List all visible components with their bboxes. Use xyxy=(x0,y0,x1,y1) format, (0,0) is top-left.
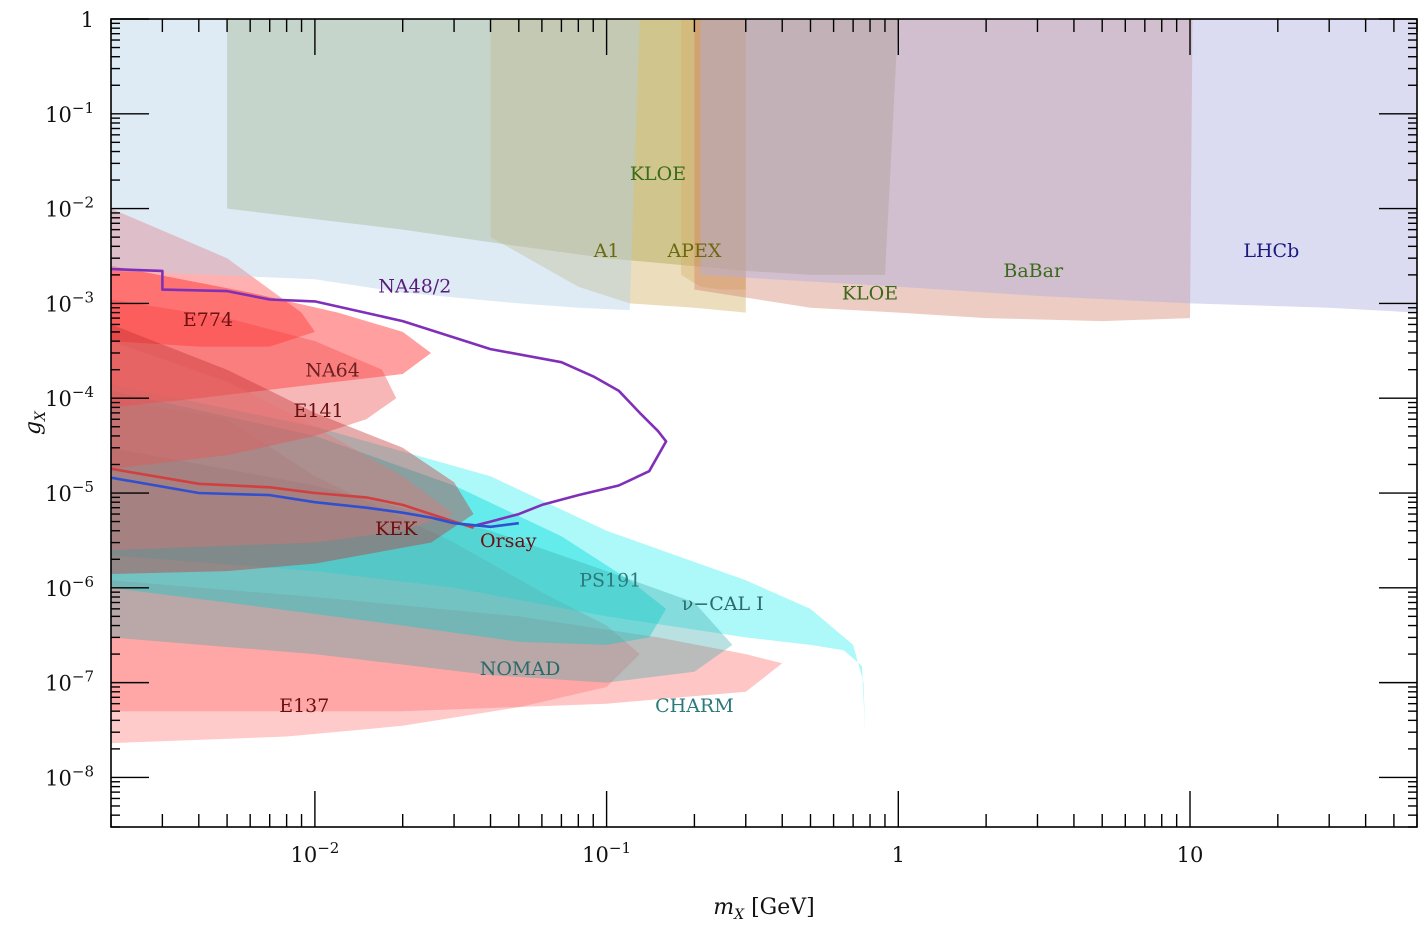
label-orsay: Orsay xyxy=(480,530,537,552)
region-na48-2 xyxy=(111,19,640,311)
region-babar xyxy=(694,19,1193,322)
label-lhcb: LHCb xyxy=(1243,240,1299,262)
label-na48-2: NA48/2 xyxy=(378,276,451,298)
region-labels: KLOE A1 APEX LHCb BaBar KLOE NA48/2 E774 NA64 E14… xyxy=(183,163,1299,717)
y-tick-label: 10−1 xyxy=(45,99,94,127)
region-e137 xyxy=(111,398,640,744)
label-charm: CHARM xyxy=(655,695,734,717)
y-tick-label: 10−4 xyxy=(45,383,94,411)
region-na64 xyxy=(111,265,431,408)
red-contour xyxy=(111,467,474,530)
label-e141: E141 xyxy=(294,400,344,422)
y-tick-label: 10−3 xyxy=(45,288,94,316)
x-tick-label: 10 xyxy=(1177,843,1204,867)
label-kloe: KLOE xyxy=(842,283,898,305)
purple-contour xyxy=(111,267,668,528)
contour-curves xyxy=(111,267,668,530)
label-e137: E137 xyxy=(279,695,329,717)
axis-ticks xyxy=(110,18,1418,828)
region-lhcb xyxy=(700,19,1417,313)
label-kloe: KLOE xyxy=(630,163,686,185)
label-na64: NA64 xyxy=(305,359,360,381)
y-tick-label: 10−8 xyxy=(45,762,94,790)
region-orsay xyxy=(111,324,474,574)
x-tick-label: 10−2 xyxy=(290,839,339,867)
tick-labels: 10−2 10−1 1 10 1 10−1 10−2 10−3 10−4 10−5 10−6 10−7… xyxy=(45,8,1203,867)
label-nomad: NOMAD xyxy=(480,658,561,680)
region-charm xyxy=(111,580,783,712)
region-e774 xyxy=(111,208,315,347)
region-ps191 xyxy=(111,390,667,645)
x-tick-label: 10−1 xyxy=(582,839,631,867)
blue-contour xyxy=(111,476,519,529)
plot-frame xyxy=(110,18,1418,828)
y-axis-title: gX xyxy=(21,410,49,435)
region-a1 xyxy=(490,19,746,313)
y-tick-label: 10−2 xyxy=(45,194,94,222)
x-tick-label: 1 xyxy=(892,843,905,867)
label-kek: KEK xyxy=(375,518,418,540)
x-axis-title: mX [GeV] xyxy=(713,895,814,923)
y-tick-label: 10−7 xyxy=(45,668,94,696)
region-cal-i xyxy=(111,384,866,733)
region-nomad xyxy=(111,447,733,683)
label-e774: E774 xyxy=(183,309,233,331)
y-tick-label: 10−5 xyxy=(45,478,94,506)
region-kloe xyxy=(227,19,899,275)
label-babar: BaBar xyxy=(1003,260,1064,282)
y-tick-label: 10−6 xyxy=(45,573,94,601)
y-tick-label: 1 xyxy=(81,8,94,32)
label-apex: APEX xyxy=(666,240,721,262)
region-apex xyxy=(681,19,746,290)
label-cal-i: ν−CAL I xyxy=(682,593,764,615)
label-a1: A1 xyxy=(593,240,620,262)
label-ps191: PS191 xyxy=(579,570,641,592)
